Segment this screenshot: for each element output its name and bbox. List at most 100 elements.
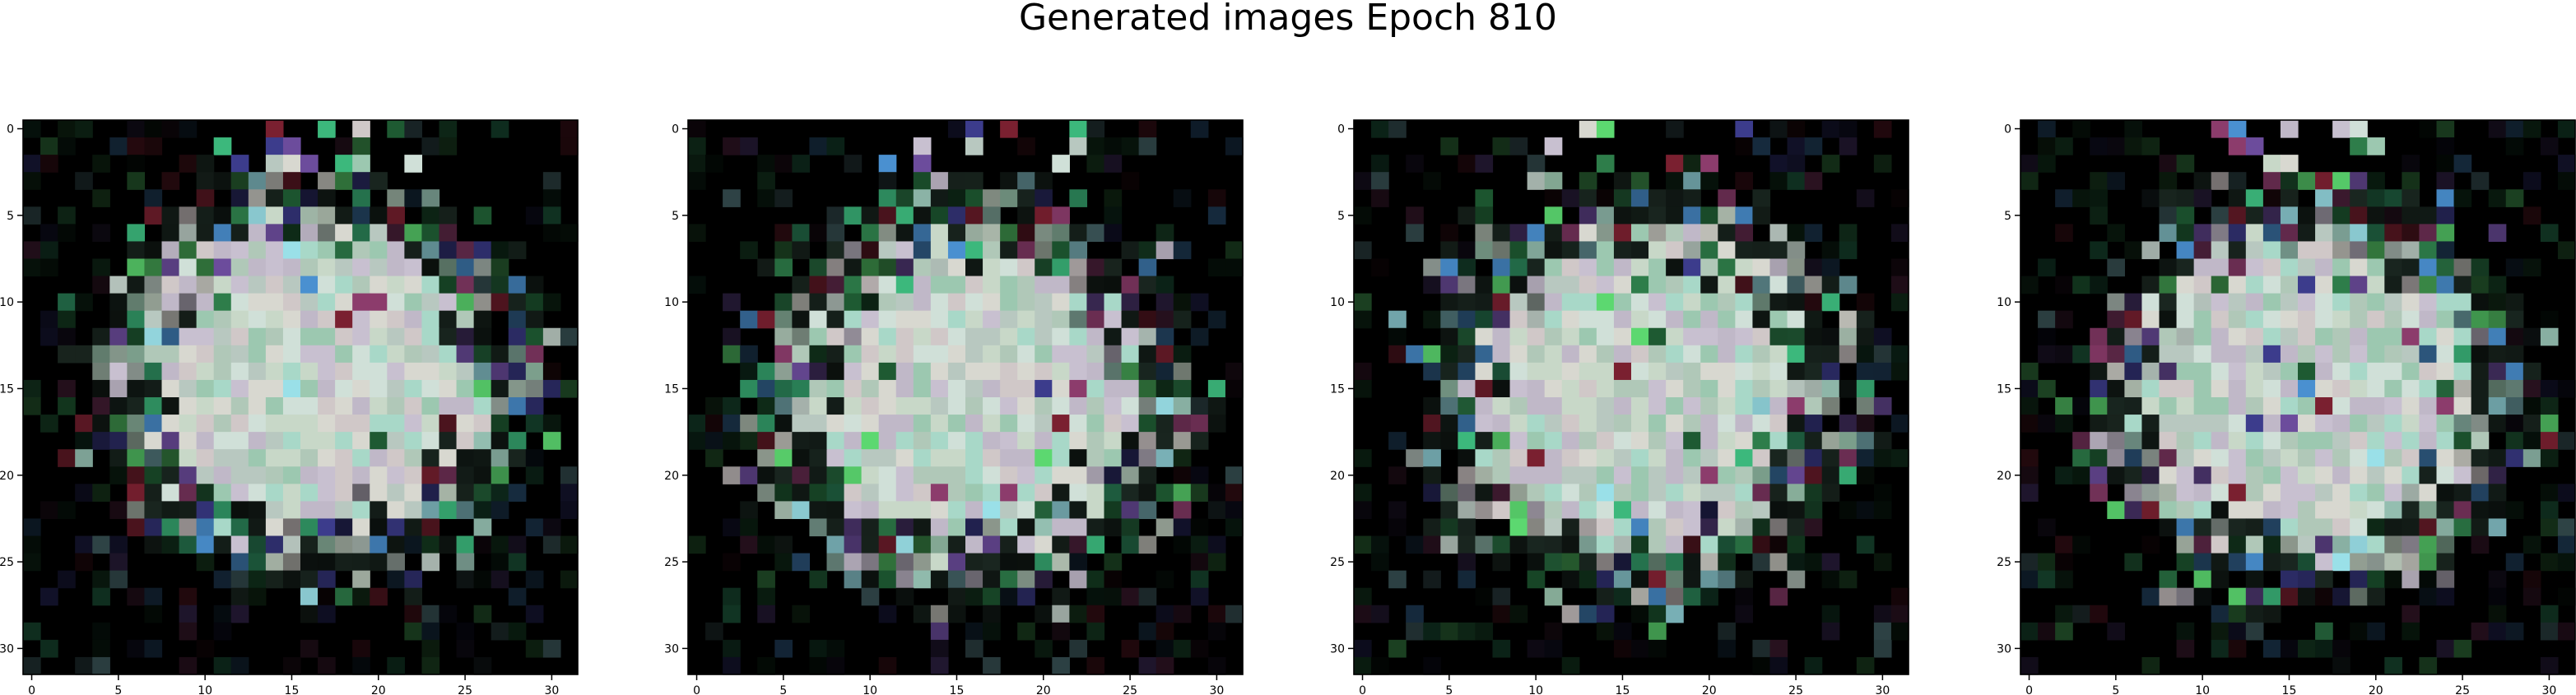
image-pixel — [2280, 224, 2299, 243]
image-pixel — [352, 570, 370, 589]
image-pixel — [930, 518, 949, 537]
image-pixel — [2141, 293, 2160, 312]
image-pixel — [1700, 570, 1718, 589]
image-pixel — [1613, 466, 1632, 484]
image-pixel — [2020, 415, 2039, 433]
image-pixel — [2332, 258, 2350, 277]
image-pixel — [300, 189, 319, 207]
image-pixel — [1017, 449, 1035, 467]
image-pixel — [809, 518, 828, 537]
image-pixel — [2367, 189, 2385, 207]
image-pixel — [144, 501, 163, 520]
image-pixel — [456, 501, 475, 520]
image-pixel — [1440, 518, 1458, 537]
image-pixel — [2124, 466, 2143, 484]
image-pixel — [1718, 622, 1736, 641]
image-pixel — [930, 570, 949, 589]
image-pixel — [473, 466, 492, 484]
image-pixel — [2124, 501, 2143, 520]
image-pixel — [2540, 432, 2559, 450]
image-pixel — [2211, 327, 2230, 346]
image-pixel — [878, 189, 897, 207]
image-pixel — [525, 397, 544, 415]
image-pixel — [127, 276, 146, 294]
image-pixel — [2436, 415, 2455, 433]
y-tick-label: 30 — [664, 642, 679, 656]
image-pixel — [473, 258, 492, 277]
image-pixel — [439, 466, 458, 484]
image-pixel — [965, 449, 983, 467]
image-pixel — [1700, 241, 1718, 260]
image-pixel — [2453, 345, 2472, 364]
image-pixel — [2245, 224, 2264, 243]
image-pixel — [1017, 362, 1035, 381]
image-pixel — [792, 362, 811, 381]
image-pixel — [2332, 397, 2350, 415]
image-pixel — [2332, 224, 2350, 243]
image-pixel — [265, 484, 284, 502]
image-pixel — [1207, 310, 1226, 329]
image-pixel — [127, 241, 146, 260]
image-pixel — [2211, 639, 2230, 658]
image-pixel — [525, 639, 544, 658]
image-pixel — [1440, 241, 1458, 260]
image-pixel — [161, 310, 180, 329]
image-pixel — [878, 484, 897, 502]
image-pixel — [335, 137, 353, 155]
image-pixel — [1787, 310, 1806, 329]
image-pixel — [508, 241, 527, 260]
x-tick-label: 25 — [1788, 684, 1803, 695]
image-pixel — [1666, 379, 1684, 398]
image-pixel — [913, 362, 932, 381]
image-pixel — [1890, 258, 1909, 277]
image-pixel — [1354, 587, 1372, 606]
image-pixel — [740, 379, 758, 398]
image-pixel — [2505, 362, 2524, 381]
image-pixel — [542, 206, 561, 225]
image-pixel — [491, 553, 509, 572]
image-pixel — [40, 639, 58, 658]
image-pixel — [2020, 362, 2039, 381]
image-pixel — [456, 432, 475, 450]
image-pixel — [1052, 535, 1070, 554]
image-pixel — [1035, 605, 1053, 623]
image-pixel — [844, 449, 863, 467]
image-pixel — [439, 432, 458, 450]
image-pixel — [300, 310, 319, 329]
image-pixel — [1509, 605, 1528, 623]
image-pixel — [1666, 172, 1684, 190]
image-pixel — [2523, 587, 2541, 606]
x-tick-label: 30 — [1209, 684, 1224, 695]
image-pixel — [861, 553, 880, 572]
image-pixel — [439, 415, 458, 433]
image-pixel — [930, 293, 949, 312]
image-pixel — [1086, 587, 1105, 606]
image-pixel — [1173, 639, 1192, 658]
image-pixel — [1138, 466, 1157, 484]
image-pixel — [1190, 293, 1209, 312]
image-pixel — [2262, 379, 2281, 398]
image-pixel — [1069, 276, 1088, 294]
image-pixel — [1458, 310, 1476, 329]
image-pixel — [473, 397, 492, 415]
image-pixel — [2315, 293, 2333, 312]
image-pixel — [1371, 172, 1389, 190]
image-pixel — [2090, 605, 2108, 623]
image-pixel — [2419, 327, 2438, 346]
image-pixel — [1579, 415, 1597, 433]
image-pixel — [844, 397, 863, 415]
image-pixel — [1035, 397, 1053, 415]
image-pixel — [370, 379, 388, 398]
image-pixel — [23, 553, 41, 572]
image-pixel — [1873, 553, 1892, 572]
axes-frame — [2020, 119, 2576, 675]
image-pixel — [809, 466, 828, 484]
image-pixel — [723, 553, 741, 572]
image-pixel — [473, 605, 492, 623]
image-pixel — [1579, 189, 1597, 207]
image-pixel — [387, 397, 405, 415]
image-pixel — [127, 466, 146, 484]
image-pixel — [2505, 379, 2524, 398]
image-pixel — [1544, 639, 1563, 658]
image-pixel — [1821, 432, 1840, 450]
